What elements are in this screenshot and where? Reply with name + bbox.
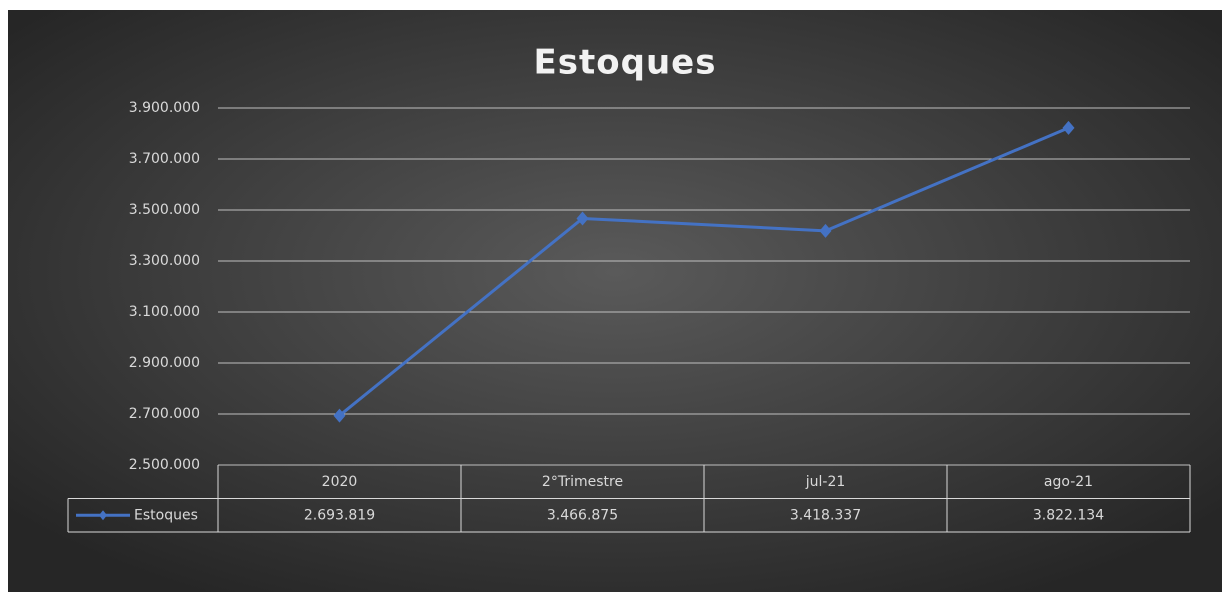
data-point [333, 408, 346, 423]
y-tick-label: 2.900.000 [129, 355, 200, 371]
table-value: 3.418.337 [790, 507, 861, 523]
x-tick-label: ago-21 [1044, 474, 1093, 490]
legend-label: Estoques [134, 507, 198, 523]
table-value: 2.693.819 [304, 507, 375, 523]
y-tick-label: 2.700.000 [129, 406, 200, 422]
y-tick-label: 3.700.000 [129, 151, 200, 167]
y-tick-label: 3.500.000 [129, 202, 200, 218]
legend-marker [99, 510, 107, 521]
y-tick-label: 2.500.000 [129, 457, 200, 473]
x-tick-label: 2°Trimestre [542, 474, 623, 490]
data-point [1062, 120, 1075, 135]
data-point [576, 211, 589, 226]
table-value: 3.466.875 [547, 507, 618, 523]
series-line [338, 126, 1070, 417]
x-tick-label: jul-21 [805, 474, 846, 490]
chart-title: Estoques [534, 43, 717, 83]
x-tick-label: 2020 [322, 474, 358, 490]
y-tick-label: 3.300.000 [129, 253, 200, 269]
chart-background [8, 10, 1222, 592]
data-point [819, 223, 832, 238]
y-tick-label: 3.900.000 [129, 100, 200, 116]
y-tick-label: 3.100.000 [129, 304, 200, 320]
table-value: 3.822.134 [1033, 507, 1104, 523]
